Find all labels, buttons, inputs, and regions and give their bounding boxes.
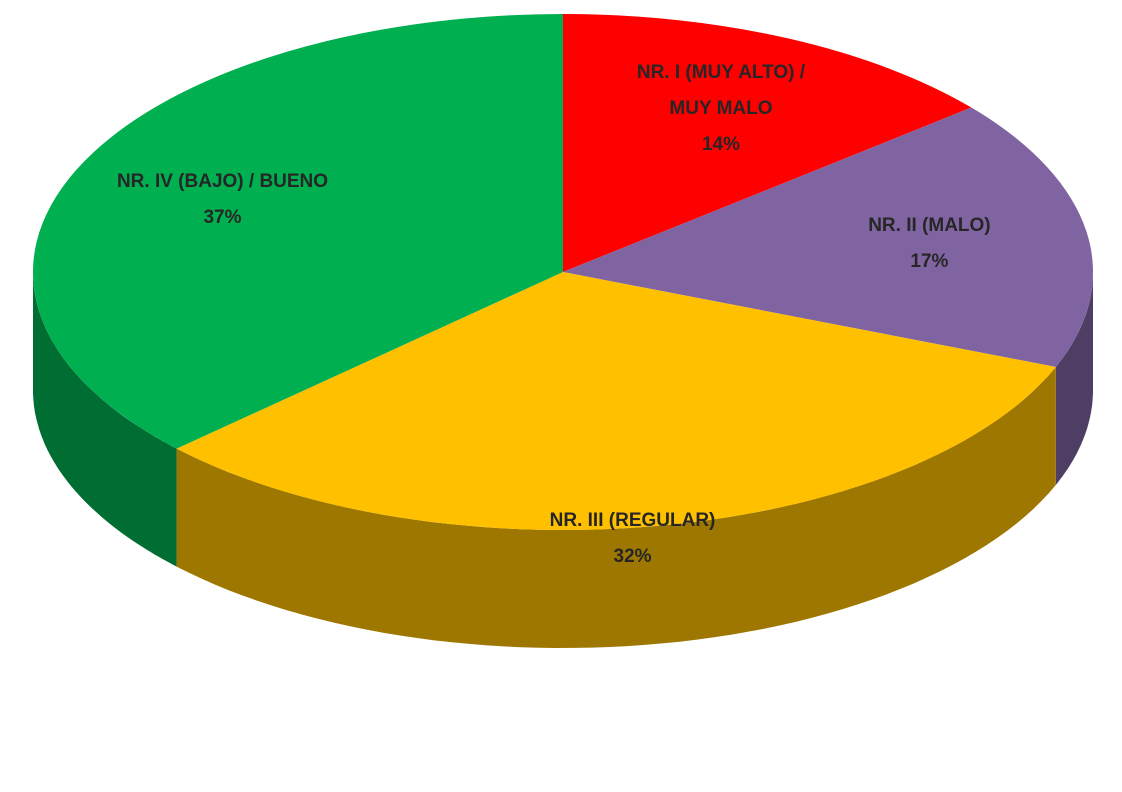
slice bbox=[32, 14, 563, 449]
slice bbox=[563, 14, 972, 272]
slice-side bbox=[33, 272, 177, 567]
slice-name: NR. I (MUY ALTO) / MUY MALO bbox=[636, 61, 806, 119]
slice-side bbox=[1055, 272, 1093, 485]
slice-value: 17% bbox=[910, 250, 949, 272]
slice-side bbox=[176, 367, 1056, 648]
slice-value: 37% bbox=[203, 207, 242, 229]
slice-label: NR. IV (BAJO) / BUENO 37% bbox=[115, 164, 330, 236]
slice-name: NR. III (REGULAR) bbox=[549, 510, 716, 532]
slice-label: NR. II (MALO) 17% bbox=[822, 208, 1037, 280]
slice-value: 32% bbox=[613, 546, 652, 568]
slice-label: NR. III (REGULAR) 32% bbox=[525, 503, 740, 575]
slice bbox=[176, 272, 1056, 530]
slice-name: NR. II (MALO) bbox=[868, 214, 991, 236]
slice-label: NR. I (MUY ALTO) / MUY MALO 14% bbox=[613, 55, 828, 163]
slice bbox=[563, 107, 1093, 367]
slice-name: NR. IV (BAJO) / BUENO bbox=[116, 171, 329, 193]
slice-value: 14% bbox=[701, 133, 740, 155]
